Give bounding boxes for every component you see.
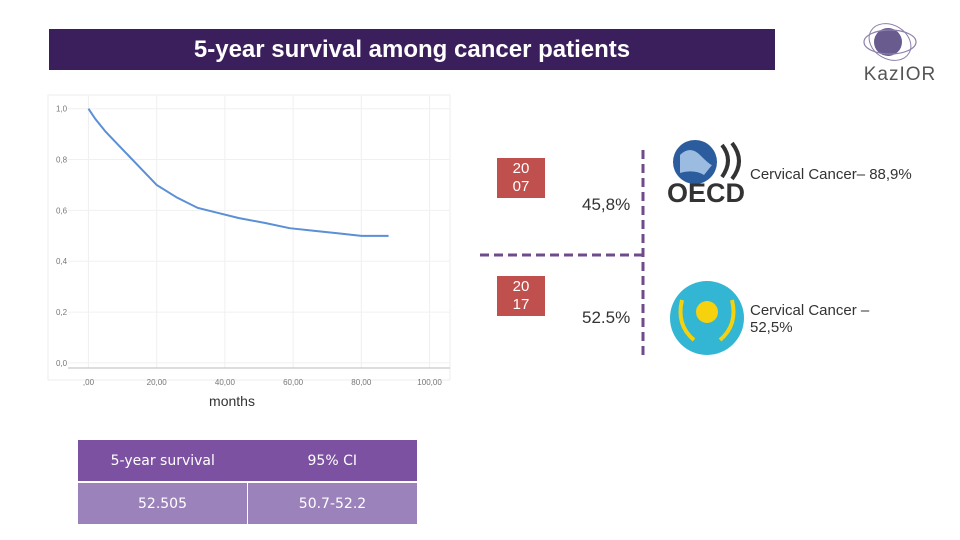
y-tick-label: 0,2	[56, 308, 68, 317]
table-header: 95% CI	[307, 452, 357, 469]
survival-chart: months 0,0 0,2 0,4 0,6 0,8 1,0 ,00 20,00 40,00 60…	[47, 94, 451, 409]
year-box: 2017	[497, 276, 545, 316]
oecd-label: Cervical Cancer– 88,9%	[750, 166, 912, 183]
y-tick-label: 0,8	[56, 156, 68, 165]
rate: 52.5%	[582, 308, 631, 327]
table-header: 5-year survival	[110, 452, 215, 469]
table-cell: 52.505	[78, 482, 248, 524]
survival-table: 5-year survival 95% CI 52.505 50.7-52.2	[78, 440, 417, 524]
y-tick-label: 0,6	[56, 206, 68, 215]
x-tick-label: ,00	[83, 378, 95, 387]
divider-graphics: OECD	[480, 140, 745, 355]
slide-title: 5-year survival among cancer patients	[49, 29, 775, 70]
survival-curve	[87, 108, 389, 237]
y-tick-label: 0,0	[56, 359, 68, 368]
kz-label: Cervical Cancer – 52,5%	[750, 302, 870, 336]
oecd-logo: OECD	[667, 178, 745, 208]
year-box: 2007	[497, 158, 545, 198]
table-cell: 50.7-52.2	[298, 495, 367, 512]
x-tick-label: 60,00	[283, 378, 304, 387]
y-tick-label: 0,4	[56, 257, 68, 266]
x-axis-label: months	[209, 393, 255, 409]
logo-mark: KazIOR	[863, 23, 937, 85]
y-tick-label: 1,0	[56, 105, 68, 114]
x-tick-label: 100,00	[417, 378, 442, 387]
logo-text: KazIOR	[864, 64, 937, 85]
x-tick-label: 80,00	[351, 378, 372, 387]
x-tick-label: 20,00	[147, 378, 168, 387]
rate: 45,8%	[582, 195, 631, 214]
x-tick-label: 40,00	[215, 378, 236, 387]
